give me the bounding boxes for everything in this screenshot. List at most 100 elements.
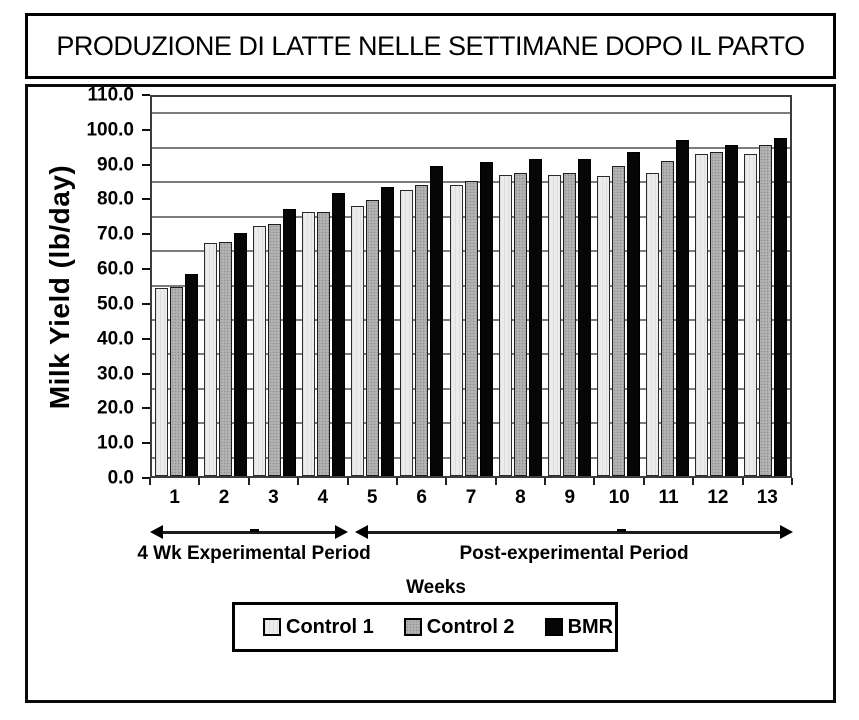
x-axis-labels: 1 2 3 4 5 6 7 8 9 10 11 12 13 — [150, 487, 792, 511]
bar-group-week-6 — [397, 97, 446, 476]
bar-week4-bmr — [332, 193, 346, 476]
bar-week5-control-1 — [351, 205, 365, 476]
x-tick-mark — [494, 478, 497, 485]
bar-week6-bmr — [430, 165, 444, 476]
x-tick-label-week-10: 10 — [608, 487, 630, 508]
bar-week2-bmr — [234, 233, 248, 476]
bar-week11-bmr — [675, 140, 689, 476]
y-tick-label: 0.0 — [107, 467, 134, 489]
y-tick-label: 80.0 — [97, 188, 134, 210]
bar-week9-bmr — [577, 159, 591, 476]
y-tick-mark — [142, 442, 150, 445]
arrow-midpoint-dash — [250, 529, 259, 532]
bar-week10-control-1 — [596, 176, 610, 476]
legend-label: Control 2 — [426, 615, 515, 638]
y-tick-label: 90.0 — [97, 154, 134, 176]
bar-week3-control-1 — [253, 226, 267, 476]
bar-week1-bmr — [185, 274, 199, 476]
x-tick-mark — [346, 478, 349, 485]
x-tick-mark — [642, 478, 645, 485]
y-tick-label: 70.0 — [97, 223, 134, 245]
post-experimental-period-label: Post-experimental Period — [459, 543, 689, 564]
x-axis-ticks — [149, 478, 793, 485]
bar-week5-bmr — [381, 186, 395, 476]
y-tick-label: 30.0 — [97, 363, 134, 385]
bar-week2-control-2 — [219, 241, 233, 476]
bar-week8-control-2 — [513, 172, 527, 476]
y-axis: 0.0 10.0 20.0 30.0 40.0 50.0 60.0 70.0 80.0 90.0 1… — [28, 86, 150, 488]
gridline — [152, 146, 790, 149]
bar-week9-control-2 — [562, 172, 576, 476]
x-tick-mark — [149, 478, 151, 485]
bar-week8-bmr — [528, 159, 542, 476]
y-tick-label: 110.0 — [87, 84, 135, 106]
x-tick-mark — [297, 478, 300, 485]
bar-week12-control-1 — [694, 153, 708, 476]
legend-swatch-bmr — [544, 618, 563, 636]
x-tick-label-week-7: 7 — [465, 487, 477, 508]
x-tick-label-week-9: 9 — [564, 487, 576, 508]
bar-week13-control-1 — [743, 153, 757, 476]
bar-week10-control-2 — [611, 165, 625, 476]
legend-item-control-1: Control 1 — [263, 616, 374, 639]
x-tick-mark — [247, 478, 250, 485]
experimental-period-arrow — [150, 525, 348, 539]
y-tick-mark — [142, 163, 150, 166]
plot-area — [150, 95, 792, 478]
bar-week1-control-1 — [155, 288, 169, 476]
bar-week8-control-1 — [498, 174, 512, 476]
bar-group-week-5 — [348, 97, 397, 476]
x-tick-mark — [395, 478, 398, 485]
x-tick-label-week-13: 13 — [756, 487, 778, 508]
bar-group-week-10 — [594, 97, 643, 476]
bar-week3-control-2 — [268, 224, 282, 476]
y-tick-mark — [142, 198, 150, 201]
y-tick-mark — [142, 128, 150, 131]
y-tick-mark — [142, 337, 150, 340]
post-experimental-period-arrow — [355, 525, 793, 539]
bar-group-week-12 — [692, 97, 741, 476]
arrow-midpoint-dash — [617, 529, 626, 532]
legend-label: BMR — [567, 615, 614, 638]
bar-week11-control-2 — [660, 160, 674, 476]
y-tick-label: 10.0 — [97, 432, 134, 454]
bar-week6-control-2 — [415, 184, 429, 476]
bar-group-week-13 — [741, 97, 790, 476]
bar-group-week-11 — [643, 97, 692, 476]
chart-title: PRODUZIONE DI LATTE NELLE SETTIMANE DOPO… — [56, 30, 805, 61]
bar-week2-control-1 — [204, 243, 218, 476]
chart-frame: Milk Yield (lb/day) 0.0 10.0 20.0 30.0 40.0 5… — [25, 84, 836, 703]
bar-week13-bmr — [773, 138, 787, 476]
bar-group-week-9 — [545, 97, 594, 476]
x-tick-label-week-8: 8 — [515, 487, 526, 508]
x-tick-mark — [544, 478, 547, 485]
bar-week6-control-1 — [400, 190, 414, 476]
bar-week7-bmr — [479, 162, 493, 476]
chart-title-box: PRODUZIONE DI LATTE NELLE SETTIMANE DOPO… — [25, 13, 836, 79]
experimental-period-label: 4 Wk Experimental Period — [137, 543, 371, 564]
y-tick-mark — [142, 302, 150, 305]
gridline — [152, 112, 790, 115]
x-axis-label: Weeks — [406, 577, 466, 598]
bar-week10-bmr — [626, 152, 640, 476]
bar-group-week-1 — [152, 97, 201, 476]
x-tick-label-week-3: 3 — [268, 487, 279, 508]
x-tick-label-week-4: 4 — [317, 487, 329, 508]
y-tick-mark — [142, 477, 150, 479]
legend-label: Control 1 — [286, 615, 374, 638]
bar-week1-control-2 — [170, 286, 184, 476]
x-tick-label-week-2: 2 — [218, 487, 230, 508]
x-tick-mark — [445, 478, 448, 485]
x-tick-mark — [593, 478, 596, 485]
bar-week7-control-1 — [449, 184, 463, 476]
bar-group-week-4 — [299, 97, 348, 476]
legend-item-control-2: Control 2 — [403, 615, 515, 639]
bar-week7-control-2 — [464, 181, 478, 476]
y-tick-label: 100.0 — [86, 119, 134, 141]
x-tick-label-week-1: 1 — [169, 487, 180, 508]
bar-week5-control-2 — [366, 200, 380, 476]
y-tick-label: 20.0 — [97, 397, 134, 419]
bar-group-week-2 — [201, 97, 250, 476]
bar-week12-bmr — [724, 145, 738, 476]
